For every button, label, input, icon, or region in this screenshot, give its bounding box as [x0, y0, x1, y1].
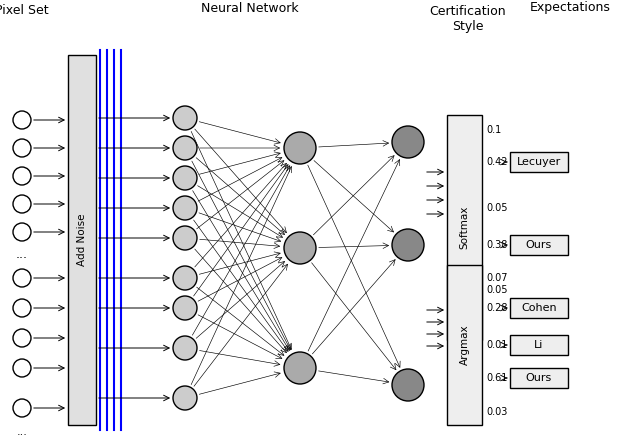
Text: Neural Network: Neural Network	[201, 1, 299, 15]
Circle shape	[392, 229, 424, 261]
Circle shape	[173, 196, 197, 220]
Text: Pixel Set: Pixel Set	[0, 4, 49, 16]
Circle shape	[392, 369, 424, 401]
Text: Ours: Ours	[526, 373, 552, 383]
Circle shape	[13, 329, 31, 347]
Circle shape	[13, 139, 31, 157]
Circle shape	[13, 195, 31, 213]
Circle shape	[173, 106, 197, 130]
Bar	[510, 235, 568, 255]
Bar	[447, 265, 482, 425]
Circle shape	[284, 352, 316, 384]
Circle shape	[13, 111, 31, 129]
Circle shape	[13, 167, 31, 185]
Bar	[510, 335, 568, 355]
Circle shape	[13, 223, 31, 241]
Text: Certification
Style: Certification Style	[429, 5, 506, 33]
Text: 0.01: 0.01	[486, 340, 508, 350]
Text: Add Noise: Add Noise	[77, 214, 87, 266]
Text: Ours: Ours	[526, 240, 552, 250]
Bar	[510, 298, 568, 318]
Circle shape	[284, 232, 316, 264]
Text: Li: Li	[534, 340, 544, 350]
Circle shape	[173, 226, 197, 250]
Text: ...: ...	[16, 248, 28, 262]
Text: 0.07: 0.07	[486, 273, 508, 283]
Circle shape	[13, 359, 31, 377]
Text: Softmax: Softmax	[460, 206, 470, 249]
Text: 0.38: 0.38	[486, 240, 508, 250]
Text: ...: ...	[17, 427, 28, 437]
Text: Lecuyer: Lecuyer	[517, 157, 561, 167]
Text: 0.05: 0.05	[486, 285, 508, 295]
Bar	[510, 152, 568, 172]
Bar	[68, 55, 96, 425]
Circle shape	[173, 336, 197, 360]
Text: 0.28: 0.28	[486, 303, 508, 313]
Bar	[447, 115, 482, 340]
Text: 0.05: 0.05	[486, 203, 508, 213]
Text: 0.61: 0.61	[486, 373, 508, 383]
Circle shape	[284, 132, 316, 164]
Bar	[510, 368, 568, 388]
Circle shape	[13, 399, 31, 417]
Text: 0.1: 0.1	[486, 125, 501, 135]
Text: 0.03: 0.03	[486, 407, 508, 417]
Circle shape	[173, 386, 197, 410]
Circle shape	[13, 299, 31, 317]
Circle shape	[173, 136, 197, 160]
Circle shape	[13, 269, 31, 287]
Circle shape	[173, 296, 197, 320]
Text: Argmax: Argmax	[460, 325, 470, 365]
Text: Cohen: Cohen	[521, 303, 557, 313]
Circle shape	[392, 126, 424, 158]
Text: 0.42: 0.42	[486, 157, 508, 167]
Circle shape	[173, 266, 197, 290]
Text: Expectations: Expectations	[529, 1, 611, 15]
Circle shape	[173, 166, 197, 190]
